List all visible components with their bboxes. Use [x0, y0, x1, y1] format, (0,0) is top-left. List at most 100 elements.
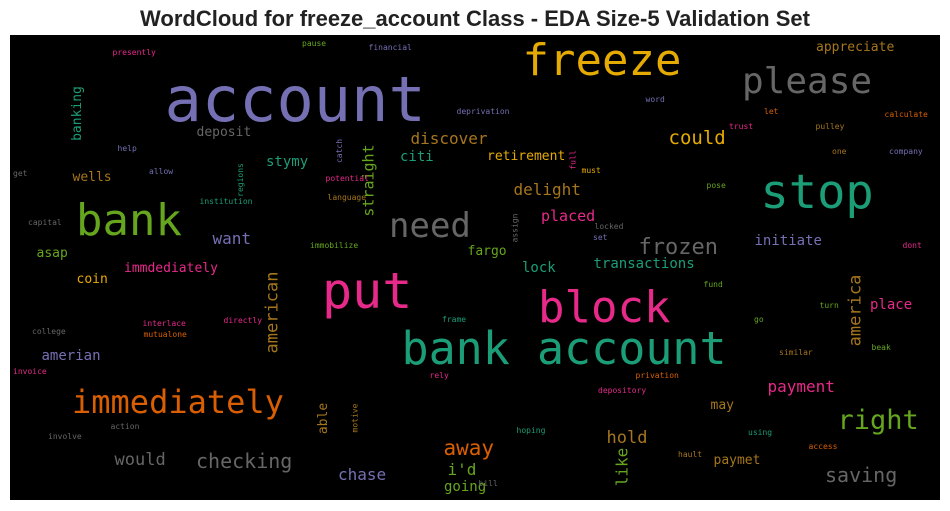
word-away: away — [443, 435, 495, 460]
word-saving: saving — [825, 463, 898, 487]
word-america: america — [845, 274, 866, 346]
word-asap: asap — [36, 245, 68, 261]
word-pose: pose — [706, 181, 726, 190]
word-may: may — [710, 397, 734, 413]
word-company: company — [889, 147, 923, 156]
word-interlace: interlace — [142, 319, 186, 328]
word-set: set — [593, 233, 608, 242]
word-locked: locked — [594, 222, 624, 231]
word-bill: bill — [478, 479, 498, 488]
word-checking: checking — [196, 449, 293, 473]
word-invoice: invoice — [13, 367, 47, 376]
word-deprivation: deprivation — [456, 107, 510, 116]
word-i-d: i'd — [447, 460, 477, 479]
word-lock: lock — [522, 260, 556, 276]
word-depository: depository — [598, 386, 647, 395]
word-word: word — [645, 95, 665, 104]
word-hault: hault — [678, 450, 703, 459]
word-paymet: paymet — [713, 452, 761, 468]
word-could: could — [668, 126, 726, 149]
word-banking: banking — [69, 85, 85, 141]
word-go: go — [754, 315, 764, 324]
word-account: account — [164, 63, 426, 136]
word-capital: capital — [28, 218, 62, 227]
word-directly: directly — [223, 316, 263, 325]
word-amerian: amerian — [41, 348, 101, 364]
word-must: must — [581, 166, 601, 175]
word-full: full — [568, 150, 578, 170]
word-initiate: initiate — [754, 233, 822, 249]
word-want: want — [212, 229, 252, 248]
word-wells: wells — [72, 169, 112, 185]
word-going: going — [444, 479, 487, 495]
word-place: place — [870, 297, 913, 313]
word-retirement: retirement — [487, 148, 566, 164]
word-like: like — [611, 447, 631, 487]
word-immediately: immediately — [72, 383, 284, 421]
word-please: please — [742, 61, 873, 102]
word-stymy: stymy — [266, 154, 309, 170]
word-calculate: calculate — [884, 110, 928, 119]
word-discover: discover — [410, 129, 488, 148]
word-action: action — [110, 422, 140, 431]
word-bank-account: bank account — [401, 321, 727, 375]
word-institution: institution — [199, 197, 253, 206]
word-involve: involve — [48, 432, 82, 441]
word-transactions: transactions — [593, 256, 695, 272]
word-potential: potential — [325, 174, 369, 183]
word-hold: hold — [606, 427, 648, 448]
word-get: get — [13, 169, 28, 178]
word-american: american — [262, 271, 283, 353]
word-immobilize: immobilize — [310, 241, 359, 250]
word-citi: citi — [400, 149, 434, 165]
word-payment: payment — [767, 377, 835, 396]
word-frozen: frozen — [638, 235, 718, 260]
word-rely: rely — [429, 371, 449, 380]
word-able: able — [315, 402, 331, 434]
word-using: using — [748, 428, 773, 437]
word-access: access — [808, 442, 838, 451]
word-put: put — [322, 262, 413, 320]
word-frame: frame — [442, 315, 467, 324]
word-bank: bank — [76, 195, 182, 246]
word-beak: beak — [871, 343, 891, 352]
word-privation: privation — [635, 371, 679, 380]
word-motive: motive — [349, 403, 359, 433]
word-regions: regions — [235, 163, 245, 197]
word-turn: turn — [819, 301, 839, 310]
word-freeze: freeze — [522, 35, 682, 86]
chart-title: WordCloud for freeze_account Class - EDA… — [140, 6, 810, 31]
word-one: one — [832, 147, 847, 156]
word-college: college — [32, 327, 66, 336]
word-fund: fund — [703, 280, 723, 289]
word-placed: placed — [541, 206, 596, 225]
word-hoping: hoping — [516, 426, 546, 435]
word-pause: pause — [302, 39, 327, 48]
word-delight: delight — [513, 180, 581, 199]
word-help: help — [117, 144, 137, 153]
word-dont: dont — [902, 241, 922, 250]
word-presently: presently — [112, 48, 156, 57]
word-financial: financial — [368, 43, 412, 52]
word-fargo: fargo — [467, 243, 507, 259]
word-right: right — [837, 404, 919, 436]
word-appreciate: appreciate — [816, 39, 895, 55]
word-chase: chase — [338, 465, 387, 484]
word-pulley: pulley — [815, 122, 845, 131]
word-trust: trust — [729, 122, 754, 131]
word-similar: similar — [779, 348, 813, 357]
word-deposit: deposit — [196, 124, 252, 140]
word-allow: allow — [149, 167, 174, 176]
word-immdediately: immdediately — [124, 260, 218, 276]
word-mutualone: mutualone — [143, 330, 187, 339]
word-assign: assign — [509, 213, 519, 243]
word-coin: coin — [76, 271, 108, 287]
word-would: would — [114, 449, 166, 470]
wordcloud-canvas: account put stop bank account freeze bank bloc… — [10, 35, 940, 500]
word-stop: stop — [760, 164, 874, 220]
word-block: block — [538, 282, 671, 333]
word-language: language — [327, 193, 367, 202]
word-need: need — [389, 206, 471, 246]
word-catch: catch — [335, 138, 345, 164]
word-let: let — [764, 107, 779, 116]
